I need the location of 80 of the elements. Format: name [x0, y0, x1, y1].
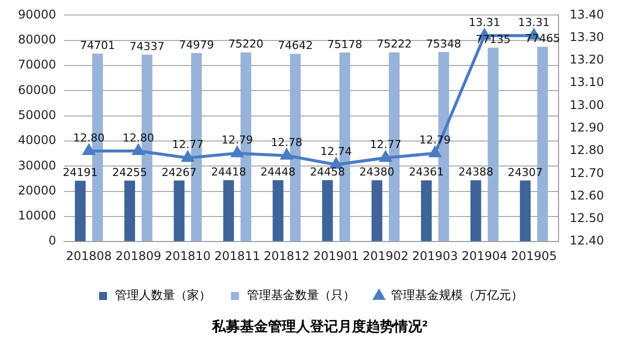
- data-label: 13.31: [468, 16, 500, 29]
- text: 私募基金管理人登记月度趋势情况²: [210, 318, 430, 336]
- y2-tick-label: 12.90: [570, 120, 604, 135]
- data-label: 74701: [80, 39, 116, 52]
- data-label: 77465: [525, 32, 560, 46]
- y-tick-label: 60000: [18, 82, 56, 97]
- y2-tick-label: 12.50: [570, 211, 604, 226]
- data-label: 12.80: [73, 131, 105, 144]
- y2-tick-label: 12.70: [570, 166, 604, 180]
- point: [429, 146, 441, 158]
- bar: [272, 180, 284, 242]
- point: [132, 144, 144, 156]
- data-label: 74337: [130, 40, 164, 53]
- data-label: 75222: [376, 38, 412, 51]
- data-label: 75348: [426, 37, 462, 50]
- x-tick-label: 201808: [66, 248, 112, 263]
- bar: [174, 180, 185, 242]
- y2-tick-label: 12.40: [570, 234, 604, 248]
- x-tick-label: 201812: [264, 248, 310, 263]
- y-tick-label: 50000: [18, 108, 56, 122]
- legend-label: 管理基金数量（只）: [247, 288, 355, 302]
- data-label: 24380: [359, 166, 394, 179]
- y2-tick-label: 12.60: [570, 188, 604, 202]
- bar: [322, 180, 333, 242]
- x-tick-label: 201903: [412, 248, 458, 263]
- data-label: 24388: [458, 166, 494, 179]
- point: [83, 144, 95, 156]
- data-label: 24267: [162, 166, 197, 179]
- data-label: 24255: [112, 166, 148, 179]
- y-tick-label: 10000: [18, 208, 56, 223]
- y2-tick-label: 13.20: [570, 52, 604, 67]
- bar: [124, 180, 136, 242]
- data-label: 12.80: [122, 131, 154, 144]
- y2-tick-label: 13.00: [570, 98, 604, 112]
- y-tick-label: 90000: [18, 7, 56, 22]
- data-label: 24191: [62, 166, 98, 180]
- data-label: 75178: [327, 38, 362, 51]
- data-label: 12.77: [172, 138, 204, 152]
- y-tick-label: 70000: [18, 58, 56, 72]
- bar: [372, 180, 382, 242]
- data-label: 24361: [408, 166, 444, 179]
- data-label: 12.79: [221, 134, 253, 147]
- point: [182, 151, 194, 162]
- x-tick-label: 201901: [313, 248, 360, 263]
- data-label: 74979: [178, 38, 214, 52]
- x-tick-label: 201905: [511, 248, 557, 263]
- x-tick-label: 201810: [164, 248, 211, 263]
- y-tick-label: 40000: [18, 133, 56, 148]
- bar: [421, 180, 432, 242]
- data-label: 12.78: [270, 136, 302, 149]
- data-label: 24418: [211, 166, 246, 179]
- data-label: 74642: [278, 39, 313, 52]
- y-tick-label: 20000: [18, 183, 56, 198]
- legend-label: 管理基金规模（万亿元）: [391, 288, 523, 302]
- y2-tick-label: 13.30: [570, 30, 604, 44]
- y-tick-label: 80000: [18, 32, 56, 46]
- bar: [74, 180, 86, 242]
- data-label: 24448: [260, 165, 296, 178]
- x-tick-label: 201811: [214, 248, 260, 263]
- y2-tick-label: 13.10: [570, 75, 604, 90]
- y-tick-label: 0: [48, 234, 56, 248]
- point: [280, 149, 293, 160]
- y-tick-label: 30000: [18, 158, 56, 172]
- y2-tick-label: 13.40: [570, 7, 604, 22]
- data-label: 24458: [310, 165, 345, 178]
- bar: [520, 180, 531, 242]
- bar: [470, 180, 482, 242]
- data-label: 12.74: [320, 144, 352, 158]
- data-label: 12.77: [370, 138, 402, 152]
- data-label: 24307: [508, 166, 543, 179]
- bar: [223, 180, 234, 242]
- point: [231, 146, 244, 158]
- y2-tick-label: 12.80: [570, 143, 604, 158]
- x-tick-label: 201902: [362, 248, 408, 263]
- x-tick-label: 201809: [115, 248, 162, 263]
- x-tick-label: 201904: [462, 248, 508, 263]
- data-label: 13.31: [518, 16, 550, 29]
- point: [380, 151, 392, 162]
- data-label: 75220: [228, 38, 264, 51]
- legend-label: 管理人数量（家）: [115, 288, 211, 302]
